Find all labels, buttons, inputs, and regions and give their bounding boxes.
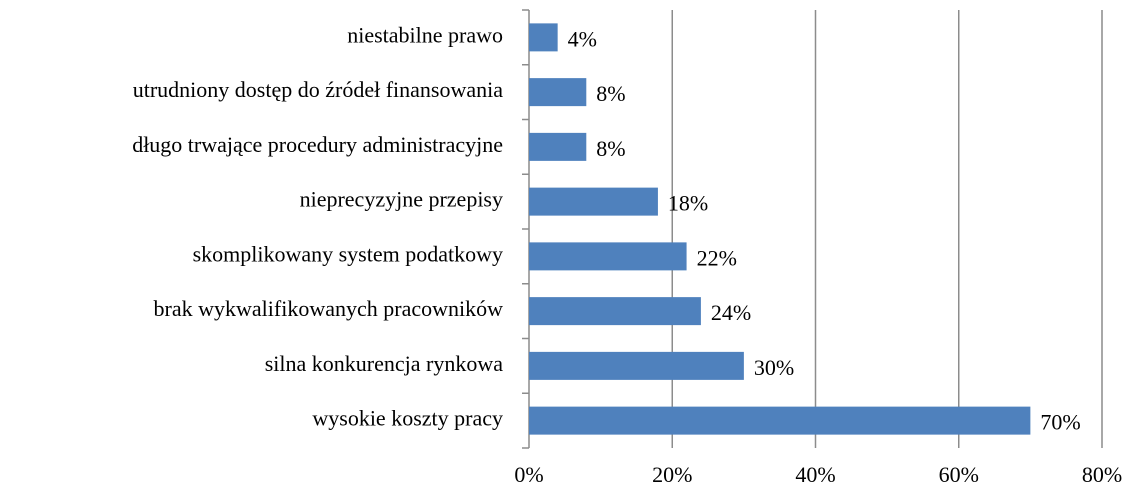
x-tick-label: 80%: [1082, 462, 1122, 487]
value-label: 4%: [568, 26, 597, 51]
x-tick-label: 20%: [652, 462, 692, 487]
bar: [529, 78, 587, 107]
bar: [529, 297, 701, 326]
x-tick-label: 60%: [939, 462, 979, 487]
y-tick-label: utrudniony dostęp do źródeł finansowania: [133, 77, 503, 102]
y-tick-label: niestabilne prawo: [347, 22, 503, 47]
y-tick-label: wysokie koszty pracy: [312, 406, 503, 431]
x-tick-label: 0%: [514, 462, 543, 487]
y-tick-label: długo trwające procedury administracyjne: [132, 132, 503, 157]
value-label: 22%: [697, 245, 737, 270]
value-label: 18%: [668, 191, 708, 216]
value-label: 8%: [596, 136, 625, 161]
bar: [529, 351, 744, 380]
x-tick-label: 40%: [795, 462, 835, 487]
y-tick-label: nieprecyzyjne przepisy: [300, 187, 503, 212]
y-tick-label: brak wykwalifikowanych pracowników: [154, 296, 504, 321]
bar: [529, 23, 558, 52]
bar: [529, 242, 687, 271]
bar: [529, 187, 658, 216]
value-label: 24%: [711, 300, 751, 325]
value-label: 70%: [1040, 410, 1080, 435]
bar: [529, 406, 1031, 435]
y-tick-label: silna konkurencja rynkowa: [265, 351, 503, 376]
value-label: 8%: [596, 81, 625, 106]
value-label: 30%: [754, 355, 794, 380]
y-tick-label: skomplikowany system podatkowy: [193, 241, 503, 266]
bar: [529, 132, 587, 161]
